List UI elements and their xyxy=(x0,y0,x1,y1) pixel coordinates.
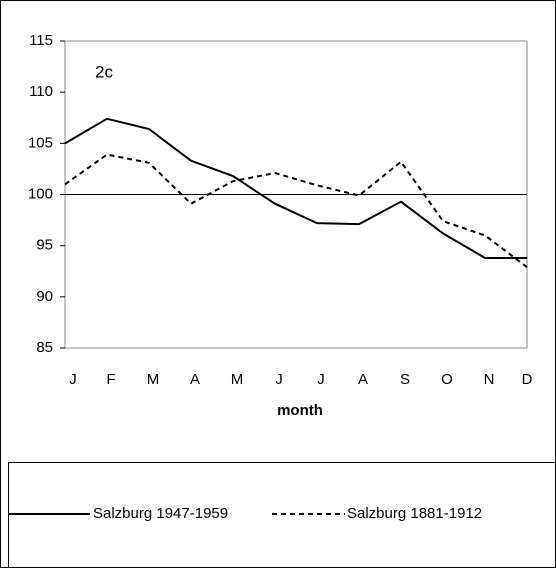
x-tick-label: D xyxy=(522,371,533,388)
x-tick-label: J xyxy=(275,371,283,388)
x-tick-label: A xyxy=(358,371,368,388)
y-tick-label: 90 xyxy=(36,288,53,305)
y-tick-label: 105 xyxy=(28,134,53,151)
y-tick-label: 85 xyxy=(36,339,53,356)
y-tick-label: 115 xyxy=(29,32,53,49)
x-tick-label: O xyxy=(441,371,453,388)
x-tick-label: S xyxy=(400,371,410,388)
x-tick-label: J xyxy=(69,371,77,388)
x-tick-label: M xyxy=(147,371,160,388)
x-tick-label: F xyxy=(106,371,115,388)
series-line xyxy=(64,117,527,259)
y-tick-label: 100 xyxy=(28,185,53,202)
legend-label: Salzburg 1881-1912 xyxy=(347,505,482,522)
annotation: 2c xyxy=(95,62,113,81)
x-tick-label: N xyxy=(484,371,495,388)
x-tick-label: A xyxy=(190,371,200,388)
legend-label: Salzburg 1947-1959 xyxy=(93,505,228,522)
y-tick-label: 110 xyxy=(29,83,53,100)
series-line xyxy=(64,153,528,268)
x-tick-label: J xyxy=(317,371,325,388)
y-tick-label: 95 xyxy=(36,237,53,254)
x-axis-label: month xyxy=(277,402,323,419)
x-tick-label: M xyxy=(231,371,244,388)
